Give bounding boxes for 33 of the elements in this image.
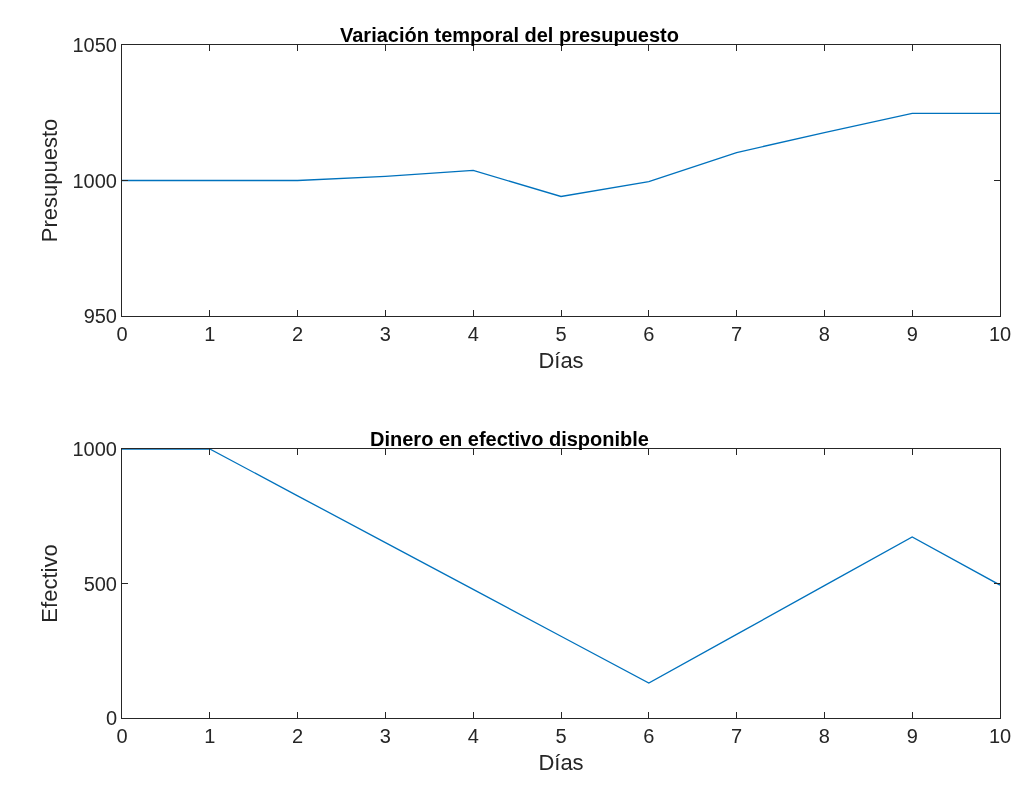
y-axis-title: Efectivo (37, 544, 63, 623)
x-tick-label: 10 (988, 323, 1012, 345)
x-tick-label: 8 (818, 725, 830, 747)
line-series (122, 449, 1000, 684)
chart-title: Variación temporal del presupuesto (340, 24, 679, 46)
x-tick-label: 7 (731, 323, 743, 345)
y-tick-label: 1000 (72, 438, 117, 460)
x-tick-label: 1 (204, 725, 216, 747)
y-tick-label: 0 (105, 707, 117, 729)
y-tick-label: 1000 (72, 169, 117, 192)
x-tick-label: 1 (204, 323, 216, 345)
y-tick-label: 950 (83, 305, 117, 327)
x-tick-label: 3 (379, 323, 391, 345)
x-tick-label: 2 (292, 725, 304, 747)
x-tick-label: 7 (731, 725, 743, 747)
chart-title: Dinero en efectivo disponible (370, 428, 649, 450)
x-tick-label: 5 (555, 725, 567, 747)
y-tick-label: 1050 (72, 34, 117, 56)
x-tick-label: 8 (818, 323, 830, 345)
x-tick-label: 10 (988, 725, 1012, 747)
x-tick-label: 2 (292, 323, 304, 345)
x-tick-label: 4 (467, 725, 479, 747)
x-axis-title: Días (538, 347, 584, 373)
x-tick-label: 6 (643, 323, 655, 345)
x-tick-label: 6 (643, 725, 655, 747)
x-tick-label: 5 (555, 323, 567, 345)
x-tick-label: 9 (906, 323, 918, 345)
x-axis-title: Días (538, 749, 584, 775)
y-axis-title: Presupuesto (37, 118, 63, 243)
x-tick-label: 9 (906, 725, 918, 747)
y-tick-label: 500 (83, 572, 117, 595)
x-tick-label: 4 (467, 323, 479, 345)
x-tick-label: 3 (379, 725, 391, 747)
